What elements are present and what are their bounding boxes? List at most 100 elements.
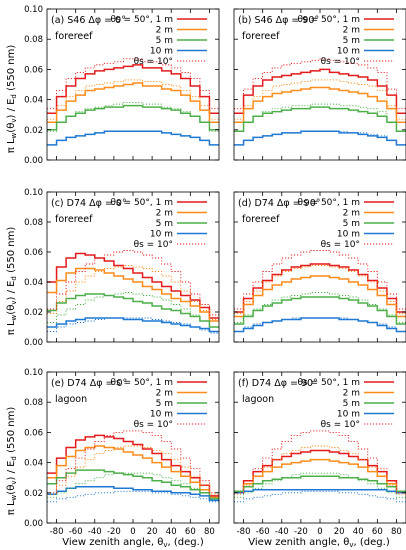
series-line — [47, 486, 219, 502]
x-tick-label: 0 — [317, 527, 322, 537]
legend-label: θs = 10° — [134, 57, 173, 67]
series-line — [234, 106, 406, 133]
legend-label: θs = 10° — [134, 420, 173, 430]
series-line — [47, 79, 219, 120]
y-tick-label: 0.06 — [24, 248, 43, 258]
legend-label: 2 m — [156, 389, 173, 399]
y-axis-title: π Lw(θv) / Ed (550 nm) — [6, 407, 18, 516]
panel-grid: 0.00 0.02 0.04 0.06 0.08 0.10 (a) S46 Δφ = 0° f… — [24, 5, 406, 537]
legend-label: θs = 50°, 1 m — [298, 15, 361, 25]
x-tick-label: -40 — [88, 527, 102, 537]
series-line — [47, 82, 219, 123]
series-line — [234, 86, 406, 123]
series-line — [47, 104, 219, 131]
legend-label: θs = 10° — [321, 57, 360, 67]
legend-label: θs = 10° — [321, 420, 360, 430]
legend-label: θs = 50°, 1 m — [298, 198, 361, 208]
series-line — [234, 79, 406, 120]
series-line — [234, 489, 406, 494]
series-line — [234, 472, 406, 498]
legend-label: 2 m — [343, 209, 360, 219]
y-axis-title: π Lw(θv) / Ed (550 nm) — [6, 227, 18, 336]
legend-label: θs = 50°, 1 m — [111, 378, 174, 388]
legend-label: 5 m — [343, 36, 360, 46]
site-label: forereef — [242, 214, 280, 225]
panel-label: (d) D74 Δφ = 90° — [238, 198, 321, 209]
x-tick-label: 40 — [353, 527, 364, 537]
legend-label: 10 m — [337, 230, 360, 240]
series-line — [47, 64, 219, 114]
x-tick-label: 40 — [166, 527, 177, 537]
chart-panel: (b) S46 Δφ = 90° forereef θs = 50°, 1 m2 m… — [233, 8, 406, 161]
x-tick-label: -20 — [107, 527, 121, 537]
y-tick-label: 0.08 — [24, 35, 43, 45]
legend-label: 10 m — [337, 410, 360, 420]
y-tick-label: 0.02 — [24, 308, 43, 318]
series-line — [234, 103, 406, 132]
chart-panel: 0.00 0.02 0.04 0.06 0.08 0.10 (a) S46 Δφ = 0° f… — [24, 5, 220, 166]
x-tick-label: 60 — [185, 527, 196, 537]
series-line — [47, 434, 219, 497]
y-axis-title: π Lw(θv) / Ed (550 nm) — [6, 45, 18, 154]
x-tick-label: -60 — [256, 527, 270, 537]
y-tick-label: 0.08 — [24, 218, 43, 228]
y-tick-label: 0.04 — [24, 459, 43, 469]
chart-panel: 0.00 0.02 0.04 0.06 0.08 0.10 (c) D74 Δφ = 0° f… — [24, 188, 220, 348]
x-axis-title: View zenith angle, θv, (deg.) — [248, 537, 390, 549]
series-line — [234, 490, 406, 503]
y-tick-label: 0.10 — [24, 368, 43, 378]
y-tick-label: 0.04 — [24, 278, 43, 288]
series-line — [47, 317, 219, 334]
panel-label: (c) D74 Δφ = 0° — [51, 198, 127, 209]
legend-label: 5 m — [156, 219, 173, 229]
series-line — [47, 130, 219, 146]
legend-label: 5 m — [343, 399, 360, 409]
series-line — [47, 102, 219, 132]
legend-label: θs = 10° — [321, 240, 360, 250]
x-tick-label: 80 — [204, 527, 215, 537]
legend-label: 5 m — [156, 399, 173, 409]
x-tick-label: -80 — [237, 527, 251, 537]
y-tick-label: 0.08 — [24, 398, 43, 408]
x-tick-label: 20 — [147, 527, 158, 537]
legend-label: θs = 50°, 1 m — [111, 198, 174, 208]
x-tick-label: -60 — [69, 527, 83, 537]
site-label: forereef — [55, 214, 93, 225]
legend-label: 10 m — [150, 47, 173, 57]
legend-label: θs = 50°, 1 m — [111, 15, 174, 25]
series-line — [234, 317, 406, 332]
panel-label: (b) S46 Δφ = 90° — [238, 15, 319, 26]
legend-label: 2 m — [156, 26, 173, 36]
series-line — [234, 263, 406, 313]
x-tick-label: 80 — [391, 527, 402, 537]
site-label: lagoon — [55, 394, 87, 405]
panel-label: (e) D74 Δφ = 0° — [51, 378, 127, 389]
y-tick-label: 0.10 — [24, 188, 43, 198]
x-tick-label: -40 — [275, 527, 289, 537]
legend-label: 10 m — [337, 47, 360, 57]
y-tick-label: 0.10 — [24, 5, 43, 15]
series-line — [234, 68, 406, 114]
y-tick-label: 0.00 — [24, 338, 43, 348]
x-tick-label: 20 — [334, 527, 345, 537]
y-tick-label: 0.04 — [24, 96, 43, 106]
legend-label: 10 m — [150, 230, 173, 240]
y-tick-label: 0.06 — [24, 65, 43, 75]
site-label: forereef — [55, 31, 93, 42]
series-line — [234, 458, 406, 493]
series-line — [47, 445, 219, 499]
legend-label: 2 m — [343, 389, 360, 399]
y-tick-label: 0.00 — [24, 156, 43, 166]
y-tick-label: 0.02 — [24, 489, 43, 499]
series-line — [234, 430, 406, 494]
legend-label: 2 m — [156, 209, 173, 219]
y-tick-label: 0.06 — [24, 428, 43, 438]
site-label: forereef — [242, 31, 280, 42]
series-line — [234, 292, 406, 323]
series-line — [234, 58, 406, 110]
y-tick-label: 0.00 — [24, 519, 43, 529]
x-tick-label: -20 — [294, 527, 308, 537]
chart-panel: (d) D74 Δφ = 90° forereef θs = 50°, 1 m2 m… — [233, 191, 406, 343]
